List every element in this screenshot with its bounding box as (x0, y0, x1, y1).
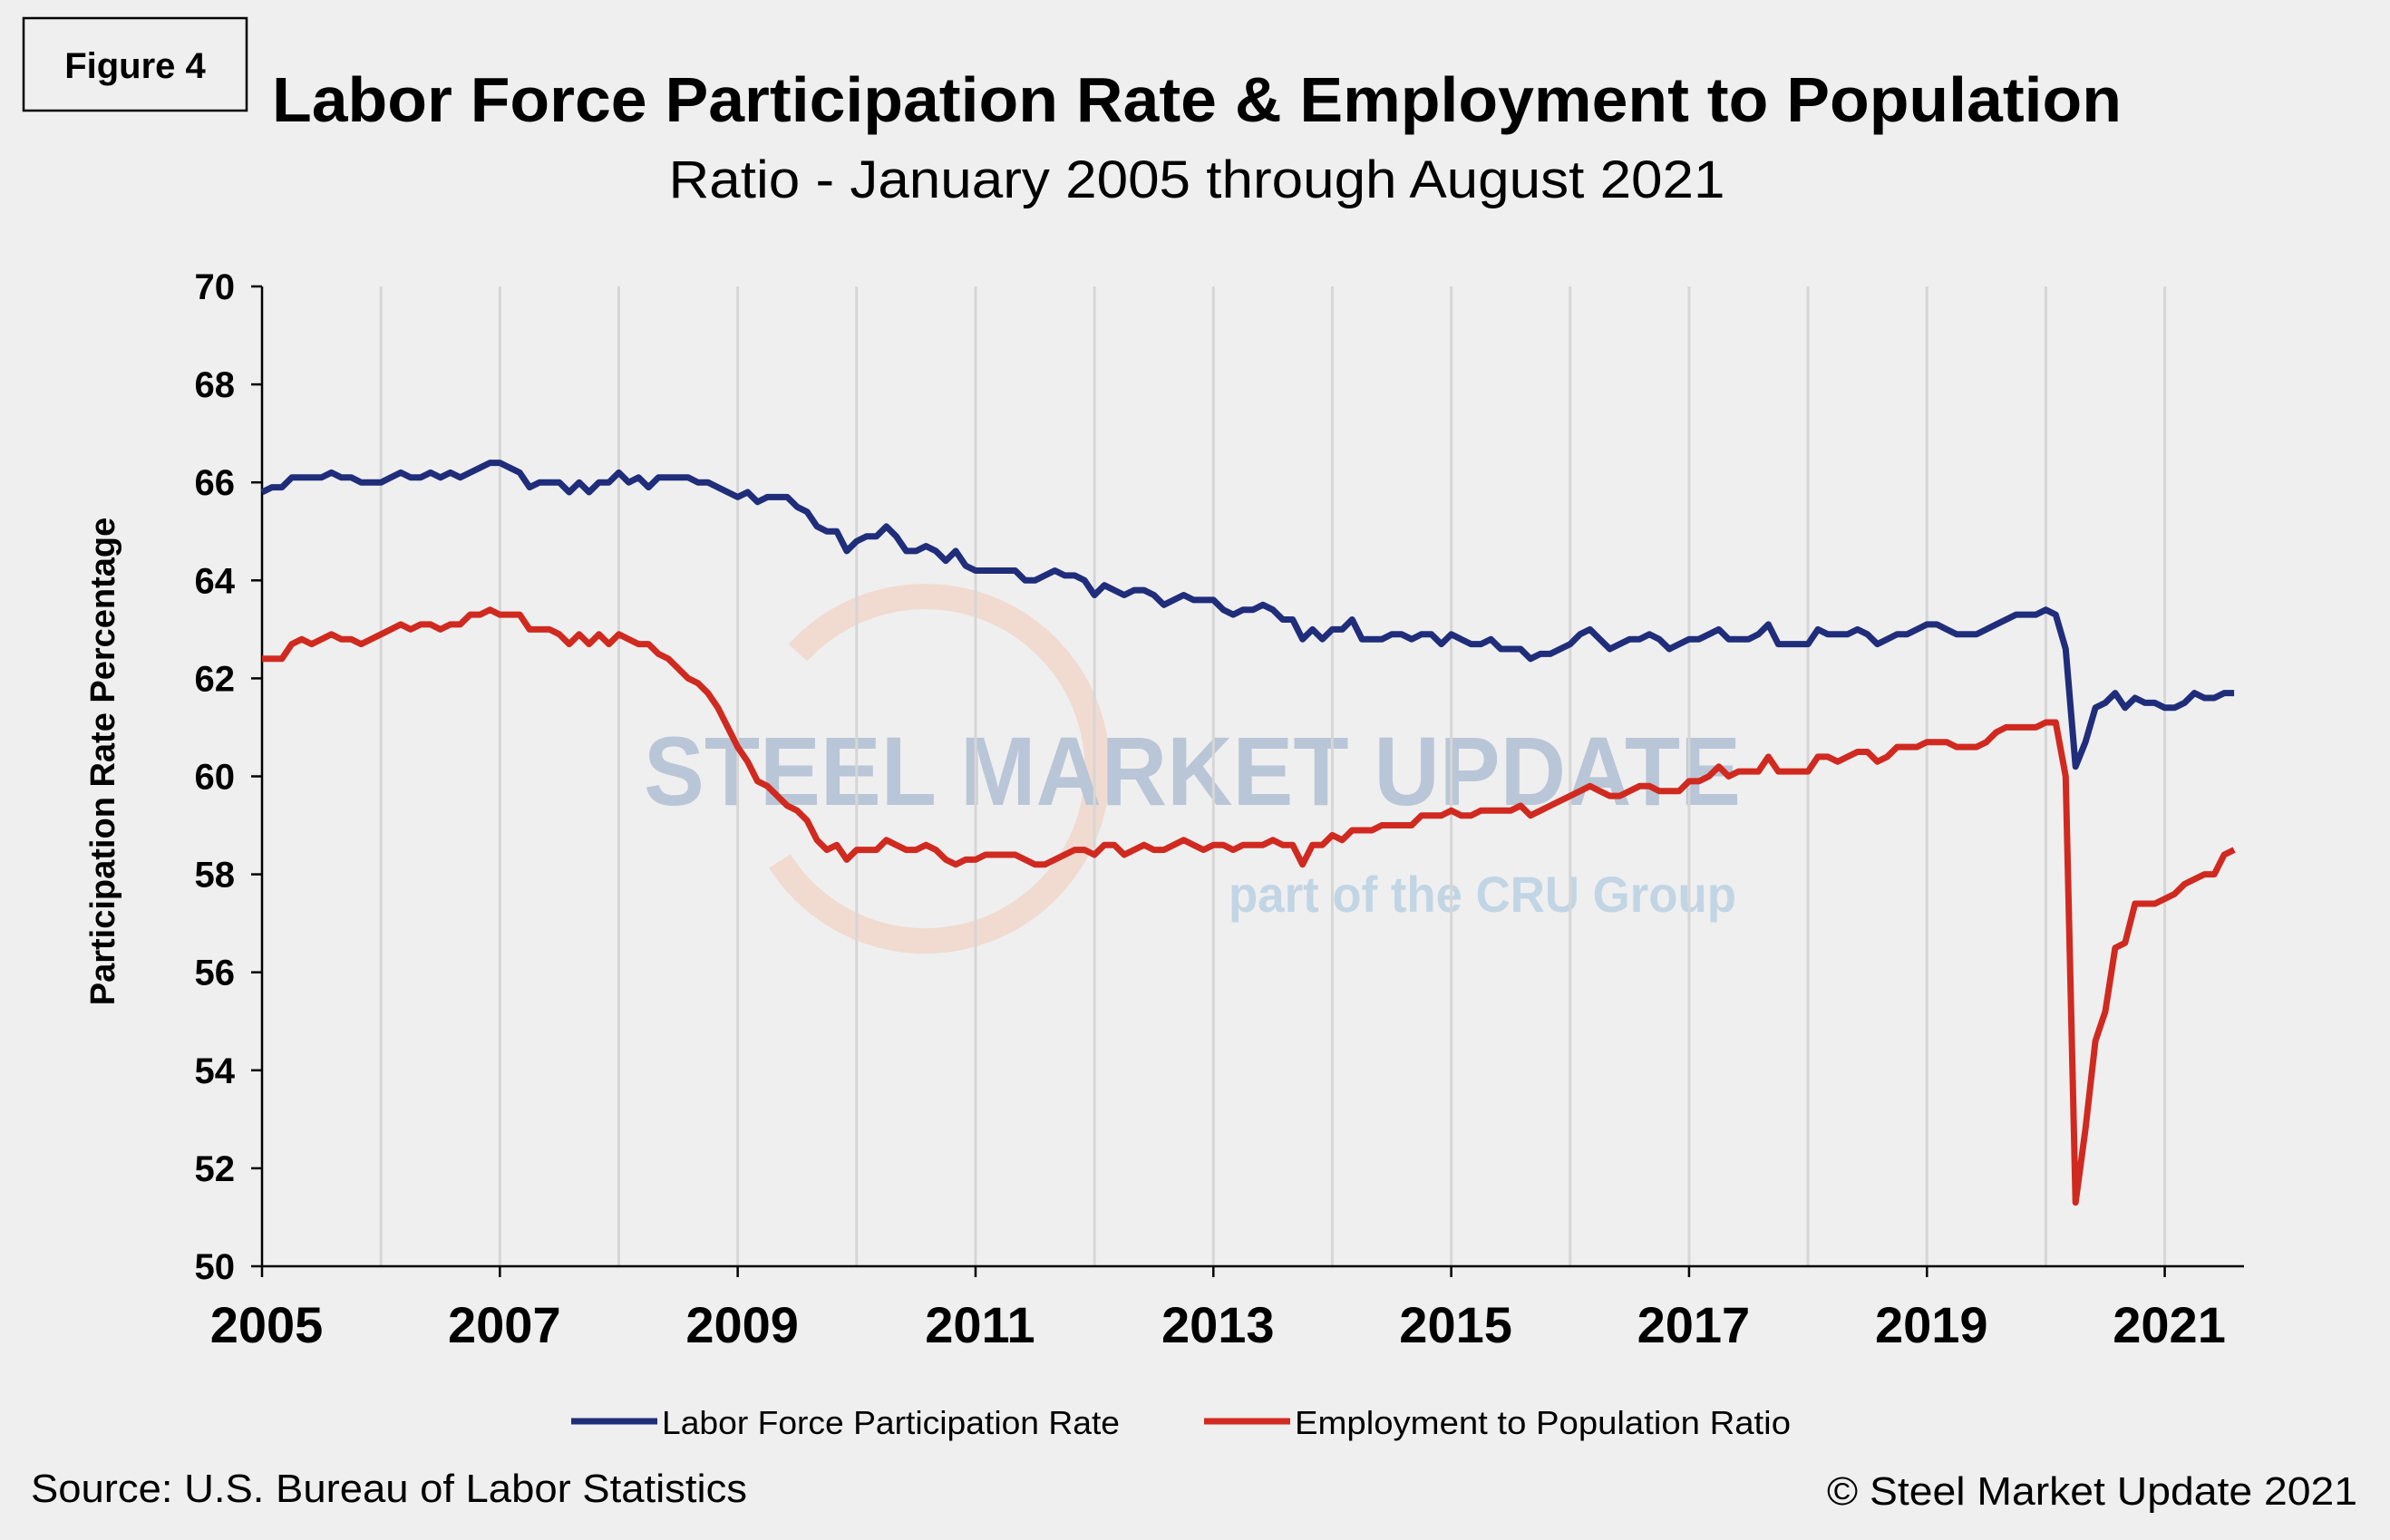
x-tick-label: 2009 (685, 1296, 799, 1353)
x-tick-labels: 2005 2007 2009 2011 2013 2015 2017 2019 2021 (210, 1296, 2226, 1353)
y-tick-label: 60 (195, 758, 236, 798)
x-tick-label: 2007 (448, 1296, 561, 1353)
y-tick-label: 52 (195, 1149, 236, 1189)
watermark-logo: STEEL MARKET UPDATE part of the CRU Grou… (644, 584, 1741, 954)
source-note: Source: U.S. Bureau of Labor Statistics (31, 1467, 747, 1511)
y-tick-label: 66 (195, 463, 236, 503)
y-axis-title: Participation Rate Percentage (84, 518, 122, 1006)
axes (251, 285, 2244, 1277)
x-tick-label: 2019 (1875, 1296, 1988, 1353)
legend-item-epop: Employment to Population Ratio (1204, 1404, 1791, 1441)
svg-text:STEEL MARKET UPDATE: STEEL MARKET UPDATE (644, 716, 1741, 826)
svg-text:part of the CRU Group: part of the CRU Group (1229, 866, 1736, 923)
y-tick-label: 62 (195, 659, 236, 699)
y-tick-label: 70 (195, 267, 236, 307)
figure-label-box: Figure 4 (22, 16, 248, 112)
x-tick-label: 2015 (1399, 1296, 1512, 1353)
x-tick-label: 2011 (925, 1296, 1035, 1353)
figure-label: Figure 4 (64, 46, 206, 86)
x-tick-label: 2017 (1637, 1296, 1751, 1353)
series-line-employment-to-population-ratio (262, 606, 2236, 1206)
y-tick-labels: 50 52 54 56 58 60 62 64 66 68 70 (195, 267, 236, 1287)
y-tick-label: 54 (195, 1051, 236, 1091)
legend-label-epop: Employment to Population Ratio (1295, 1404, 1791, 1441)
legend-item-lfpr: Labor Force Participation Rate (571, 1404, 1120, 1441)
y-tick-label: 50 (195, 1247, 236, 1287)
gridlines (379, 286, 2167, 1266)
chart-title: Labor Force Participation Rate & Employm… (272, 64, 2122, 135)
series-line-labor-force-participation-rate (260, 460, 2235, 770)
legend: Labor Force Participation Rate Employmen… (571, 1404, 1791, 1441)
y-tick-label: 68 (195, 365, 236, 405)
chart-subtitle: Ratio - January 2005 through August 2021 (669, 150, 1725, 209)
x-tick-label: 2005 (210, 1296, 324, 1353)
x-tick-label: 2013 (1161, 1296, 1275, 1353)
x-tick-label: 2021 (2113, 1296, 2226, 1353)
legend-label-lfpr: Labor Force Participation Rate (662, 1404, 1120, 1441)
y-tick-label: 56 (195, 954, 236, 993)
copyright-note: © Steel Market Update 2021 (1827, 1469, 2357, 1514)
watermark-swoosh (769, 584, 1111, 954)
y-tick-label: 64 (195, 561, 236, 601)
y-tick-label: 58 (195, 856, 236, 896)
series-lines (260, 460, 2236, 1206)
